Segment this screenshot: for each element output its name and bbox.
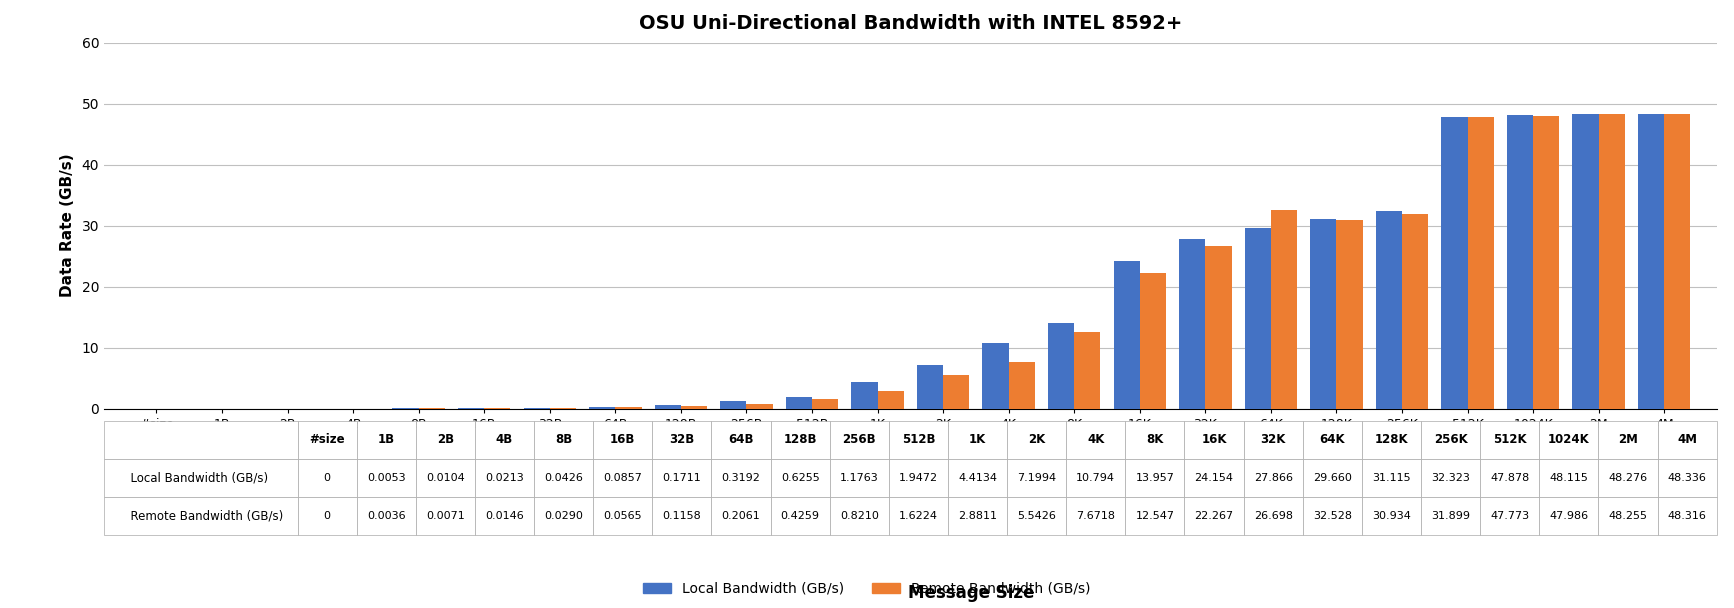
- Legend: Local Bandwidth (GB/s), Remote Bandwidth (GB/s): Local Bandwidth (GB/s), Remote Bandwidth…: [638, 576, 1096, 601]
- Text: Message Size: Message Size: [909, 584, 1033, 602]
- Bar: [1311, 219, 1337, 409]
- Bar: [1507, 115, 1533, 409]
- Bar: [983, 343, 1009, 409]
- Bar: [1271, 210, 1297, 409]
- Bar: [1533, 116, 1559, 409]
- Bar: [1009, 362, 1035, 409]
- Bar: [1075, 332, 1101, 409]
- Bar: [1179, 238, 1205, 409]
- Bar: [1441, 117, 1467, 409]
- Bar: [524, 407, 550, 409]
- Bar: [877, 391, 903, 409]
- Bar: [655, 405, 681, 409]
- Bar: [1139, 273, 1165, 409]
- Bar: [1403, 214, 1429, 409]
- Bar: [1337, 220, 1363, 409]
- Bar: [851, 382, 877, 409]
- Bar: [746, 404, 773, 409]
- Bar: [1665, 114, 1691, 409]
- Bar: [1639, 114, 1665, 409]
- Bar: [943, 375, 969, 409]
- Bar: [720, 401, 746, 409]
- Bar: [917, 365, 943, 409]
- Bar: [1245, 227, 1271, 409]
- Bar: [550, 408, 576, 409]
- Bar: [1205, 246, 1231, 409]
- Bar: [1047, 323, 1075, 409]
- Bar: [812, 399, 838, 409]
- Bar: [681, 406, 707, 409]
- Bar: [1599, 114, 1625, 409]
- Bar: [590, 407, 616, 409]
- Y-axis label: Data Rate (GB/s): Data Rate (GB/s): [59, 154, 75, 297]
- Bar: [1573, 114, 1599, 409]
- Bar: [1375, 212, 1403, 409]
- Title: OSU Uni-Directional Bandwidth with INTEL 8592+: OSU Uni-Directional Bandwidth with INTEL…: [638, 13, 1183, 33]
- Bar: [786, 397, 812, 409]
- Bar: [616, 407, 642, 409]
- Bar: [1467, 117, 1493, 409]
- Bar: [1113, 261, 1139, 409]
